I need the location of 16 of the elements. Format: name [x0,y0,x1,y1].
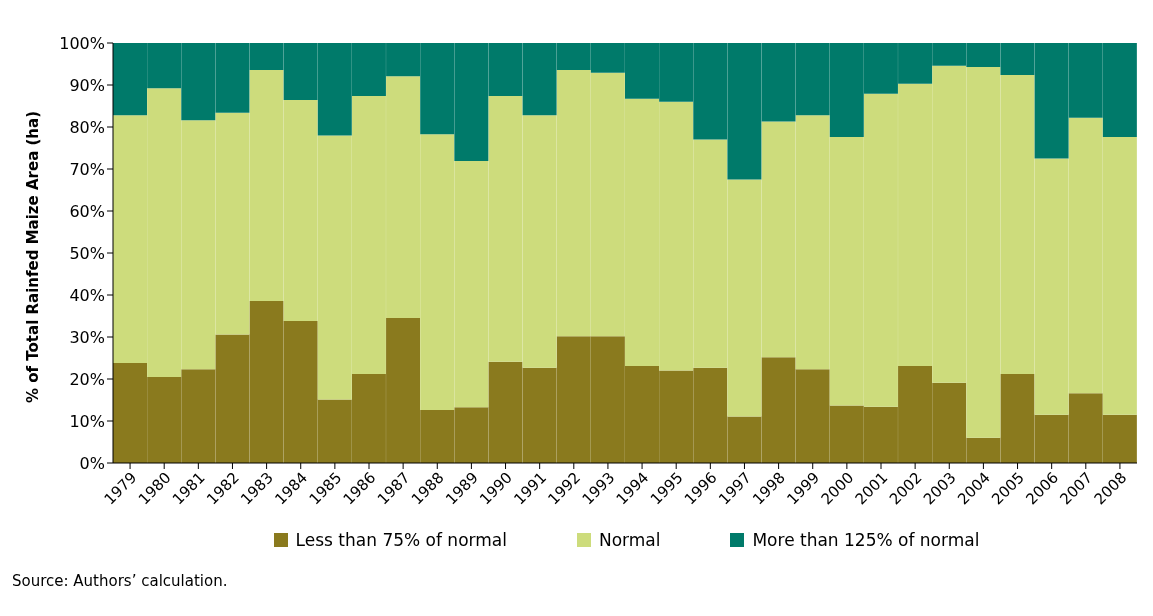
y-tick-label: 70% [69,159,105,179]
y-tick-label: 20% [69,369,105,389]
y-tick-label: 80% [69,117,105,137]
y-tick-label: 30% [69,327,105,347]
y-tick-label: 60% [69,201,105,221]
source-note: Source: Authors’ calculation. [12,572,229,590]
y-tick-label: 100% [59,33,105,53]
legend-label: Less than 75% of normal [295,530,507,550]
y-tick-label: 40% [69,285,105,305]
legend-label: Normal [598,530,661,550]
y-tick-label: 50% [69,243,105,263]
y-axis-title: % of Total Rainfed Maize Area (ha) [24,110,43,403]
legend-label: More than 125% of normal [752,530,980,550]
y-tick-label: 0% [79,453,105,473]
y-tick-label: 90% [69,75,105,95]
y-tick-label: 10% [69,411,105,431]
